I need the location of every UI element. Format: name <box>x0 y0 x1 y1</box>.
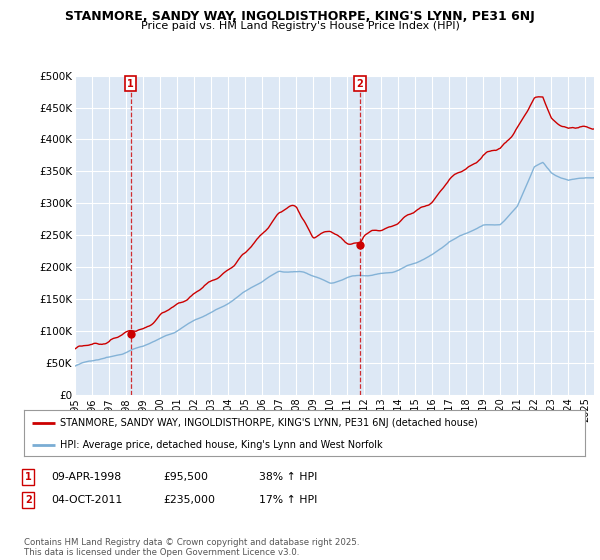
Text: HPI: Average price, detached house, King's Lynn and West Norfolk: HPI: Average price, detached house, King… <box>61 440 383 450</box>
Text: 1: 1 <box>127 79 134 89</box>
Text: 09-APR-1998: 09-APR-1998 <box>51 472 121 482</box>
Text: £235,000: £235,000 <box>163 495 215 505</box>
Text: £95,500: £95,500 <box>163 472 208 482</box>
Text: 2: 2 <box>356 79 364 89</box>
Text: 17% ↑ HPI: 17% ↑ HPI <box>259 495 317 505</box>
Text: STANMORE, SANDY WAY, INGOLDISTHORPE, KING'S LYNN, PE31 6NJ (detached house): STANMORE, SANDY WAY, INGOLDISTHORPE, KIN… <box>61 418 478 428</box>
Text: Contains HM Land Registry data © Crown copyright and database right 2025.
This d: Contains HM Land Registry data © Crown c… <box>24 538 359 557</box>
Text: 38% ↑ HPI: 38% ↑ HPI <box>259 472 317 482</box>
Text: Price paid vs. HM Land Registry's House Price Index (HPI): Price paid vs. HM Land Registry's House … <box>140 21 460 31</box>
Text: 04-OCT-2011: 04-OCT-2011 <box>51 495 122 505</box>
Text: 2: 2 <box>25 495 32 505</box>
Text: 1: 1 <box>25 472 32 482</box>
Text: STANMORE, SANDY WAY, INGOLDISTHORPE, KING'S LYNN, PE31 6NJ: STANMORE, SANDY WAY, INGOLDISTHORPE, KIN… <box>65 10 535 22</box>
